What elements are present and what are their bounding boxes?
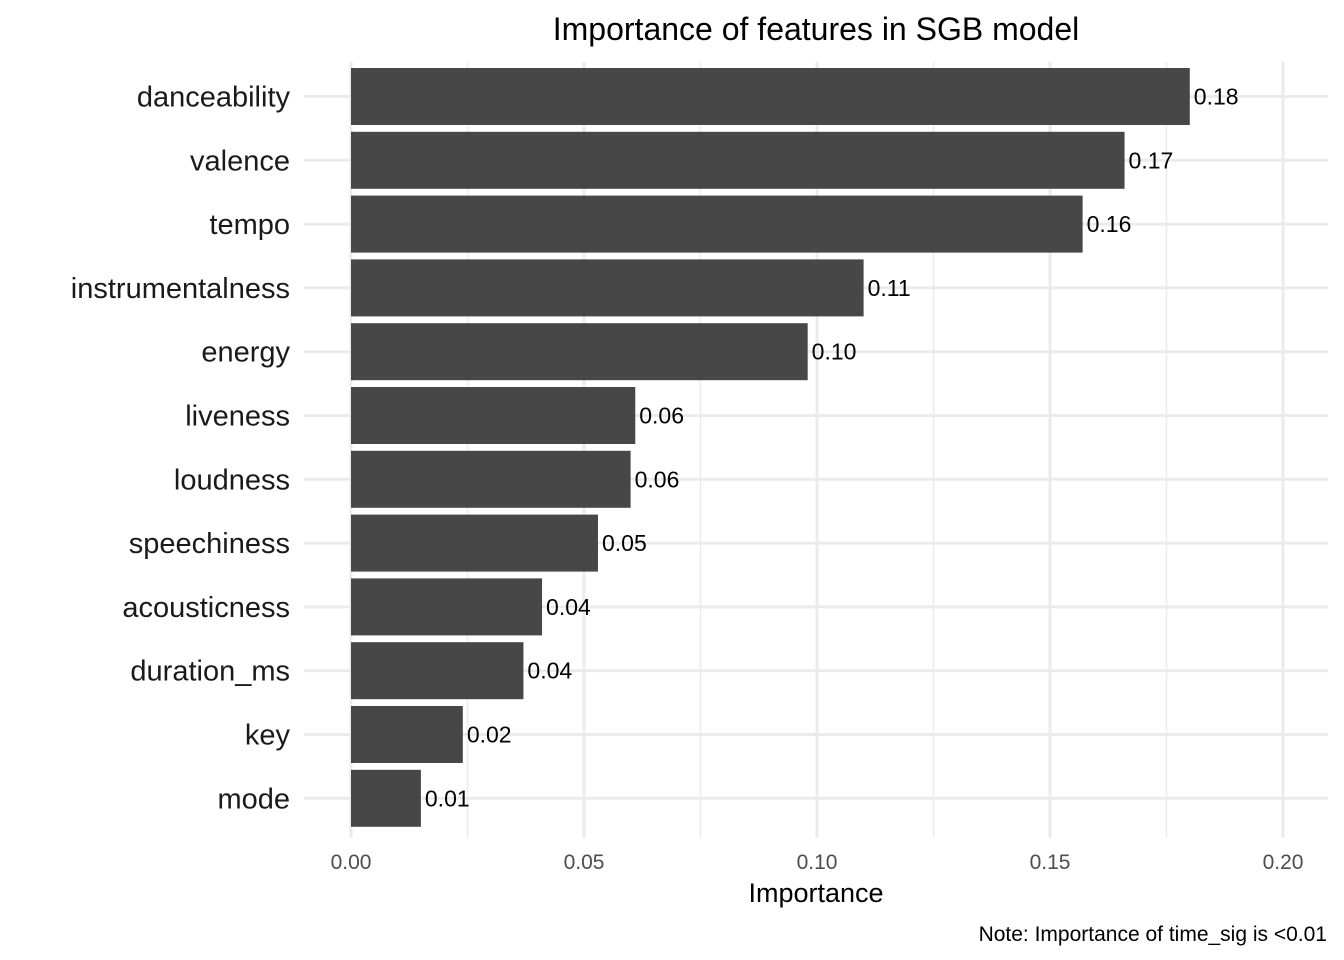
category-label-duration_ms: duration_ms xyxy=(130,656,290,688)
category-label-danceability: danceability xyxy=(137,82,291,114)
data-label-duration_ms: 0.04 xyxy=(527,658,572,684)
data-labels: 0.18 0.17 0.16 0.11 0.10 0.06 0.06 0.05 0.04 0.04… xyxy=(425,84,1239,812)
x-axis-title: Importance xyxy=(748,878,883,908)
x-tick-label: 0.10 xyxy=(797,851,838,874)
bar-acousticness xyxy=(351,578,543,636)
category-label-speechiness: speechiness xyxy=(129,528,290,560)
bar-instrumentalness xyxy=(351,259,864,317)
bar-energy xyxy=(351,323,808,381)
category-label-liveness: liveness xyxy=(185,401,290,433)
data-label-danceability: 0.18 xyxy=(1194,84,1239,110)
category-label-energy: energy xyxy=(201,337,290,369)
bars xyxy=(351,68,1190,827)
bar-tempo xyxy=(351,195,1083,253)
category-label-key: key xyxy=(245,720,291,752)
category-label-valence: valence xyxy=(190,145,290,177)
data-label-speechiness: 0.05 xyxy=(602,530,647,556)
bar-danceability xyxy=(351,68,1190,125)
category-labels: danceability valence tempo instrumentalness… xyxy=(71,82,291,816)
category-label-tempo: tempo xyxy=(209,209,290,241)
x-tick-label: 0.20 xyxy=(1263,851,1304,874)
data-label-acousticness: 0.04 xyxy=(546,594,591,620)
data-label-instrumentalness: 0.11 xyxy=(868,275,911,301)
category-label-mode: mode xyxy=(217,783,290,815)
data-label-energy: 0.10 xyxy=(812,339,857,365)
bar-speechiness xyxy=(351,514,598,572)
bar-mode xyxy=(351,769,421,827)
data-label-tempo: 0.16 xyxy=(1087,211,1132,237)
bar-loudness xyxy=(351,450,631,508)
data-label-liveness: 0.06 xyxy=(639,403,684,429)
category-label-loudness: loudness xyxy=(174,464,290,496)
bar-duration_ms xyxy=(351,642,524,700)
bar-liveness xyxy=(351,387,636,444)
x-tick-label: 0.05 xyxy=(564,851,605,874)
data-label-mode: 0.01 xyxy=(425,785,470,811)
x-tick-labels: 0.00 0.05 0.10 0.15 0.20 xyxy=(331,851,1304,874)
data-label-loudness: 0.06 xyxy=(635,466,680,492)
bar-key xyxy=(351,706,463,763)
chart-caption: Note: Importance of time_sig is <0.01 xyxy=(979,923,1327,946)
data-label-valence: 0.17 xyxy=(1129,147,1174,173)
category-label-acousticness: acousticness xyxy=(122,592,290,624)
data-label-key: 0.02 xyxy=(467,722,512,748)
x-tick-label: 0.15 xyxy=(1030,851,1071,874)
bar-valence xyxy=(351,131,1125,189)
x-tick-label: 0.00 xyxy=(331,851,372,874)
category-label-instrumentalness: instrumentalness xyxy=(71,273,290,305)
chart-title: Importance of features in SGB model xyxy=(553,11,1079,47)
